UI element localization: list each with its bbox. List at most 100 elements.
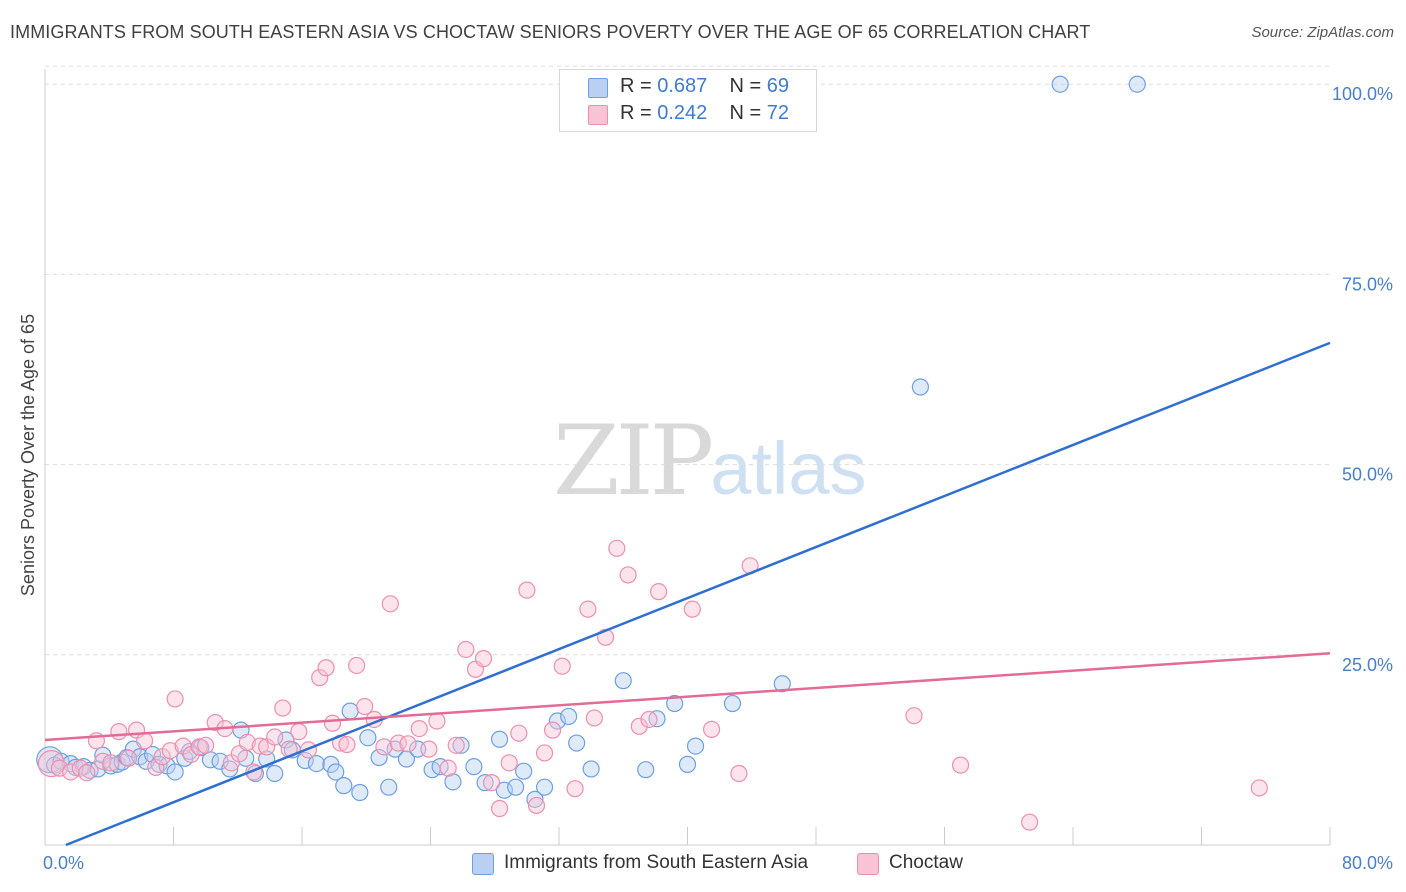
choctaw-point-9: [119, 749, 138, 767]
choctaw-point-62: [566, 780, 584, 798]
choctaw-trend-line: [44, 652, 1331, 742]
choctaw-point-55: [500, 754, 518, 772]
choctaw-point-69: [640, 710, 658, 729]
immigrants-point-58: [548, 712, 566, 730]
n-value: 72: [766, 102, 790, 124]
choctaw-point-52: [474, 650, 493, 668]
choctaw-point-33: [311, 669, 329, 687]
choctaw-point-63: [579, 600, 597, 618]
immigrants-point-30: [266, 764, 284, 783]
immigrants-point-63: [637, 761, 655, 779]
legend-swatch-pink: [588, 105, 608, 125]
immigrants-point-31: [277, 731, 295, 749]
chart-title: IMMIGRANTS FROM SOUTH EASTERN ASIA VS CH…: [10, 22, 1091, 42]
immigrants-point-59: [560, 707, 578, 726]
watermark: ZIPatlas: [553, 405, 867, 517]
choctaw-point-66: [608, 539, 626, 557]
choctaw-point-35: [323, 714, 342, 732]
immigrants-point-51: [476, 774, 494, 792]
choctaw-point-19: [197, 736, 215, 754]
immigrants-point-52: [490, 730, 509, 748]
bottom-legend-swatch-blue: [472, 853, 494, 875]
immigrants-point-44: [397, 750, 416, 768]
immigrants-point-39: [351, 783, 369, 802]
choctaw-point-15: [166, 690, 184, 708]
choctaw-point-42: [381, 595, 399, 613]
choctaw-point-59: [535, 744, 554, 762]
choctaw-point-47: [428, 712, 446, 730]
immigrants-point-55: [515, 762, 533, 780]
choctaw-point-49: [447, 736, 465, 754]
bottom-legend-label-choctaw: Choctaw: [889, 852, 963, 873]
axis-labels: 25.0% 50.0% 75.0% 100.0% 0.0% 80.0% Seniors Po…: [18, 84, 1393, 873]
immigrants-point-53: [495, 781, 513, 799]
y-tick-label-2: 75.0%: [1342, 274, 1393, 294]
choctaw-point-4: [78, 764, 96, 782]
immigrants-point-40: [359, 729, 377, 747]
legend-stats-immigrants: R = 0.687 N = 69: [620, 75, 789, 98]
choctaw-point-34: [317, 659, 335, 677]
immigrants-point-57: [535, 778, 554, 796]
choctaw-point-50: [457, 640, 475, 659]
gridlines: [45, 65, 1330, 656]
trend-lines: [44, 341, 1331, 847]
choctaw-point-38: [348, 656, 366, 675]
watermark-zip: ZIP: [553, 405, 714, 517]
choctaw-point-8: [110, 723, 128, 741]
y-tick-label-0: 25.0%: [1342, 655, 1393, 675]
choctaw-point-41: [375, 738, 393, 756]
immigrants-point-72: [1128, 75, 1146, 93]
n-label: N =: [729, 75, 767, 97]
choctaw-point-70: [649, 583, 668, 601]
immigrants-point-70: [911, 378, 930, 396]
choctaw-point-72: [702, 720, 721, 738]
legend-swatch-blue: [588, 78, 608, 98]
choctaw-point-71: [683, 600, 701, 618]
choctaw-point-37: [338, 735, 356, 754]
choctaw-point-26: [251, 737, 269, 755]
choctaw-point-54: [490, 799, 509, 818]
immigrants-point-42: [380, 778, 398, 796]
immigrants-point-66: [678, 755, 697, 773]
choctaw-point-14: [161, 742, 179, 760]
choctaw-point-68: [630, 717, 648, 735]
axes: [44, 69, 1331, 846]
x-tick-label-1: 80.0%: [1342, 853, 1393, 873]
choctaw-point-78: [1250, 779, 1268, 797]
choctaw-point-44: [399, 735, 417, 753]
choctaw-point-39: [356, 697, 374, 716]
choctaw-point-53: [482, 774, 501, 792]
immigrants-point-62: [614, 672, 632, 690]
choctaw-point-28: [266, 728, 284, 746]
choctaw-point-56: [510, 724, 528, 742]
y-tick-label-1: 50.0%: [1342, 465, 1393, 485]
immigrants-point-69: [773, 675, 791, 693]
immigrants-point-38: [341, 702, 359, 720]
immigrants-point-68: [723, 694, 742, 713]
x-tick-label-0: 0.0%: [43, 853, 84, 873]
immigrants-point-65: [666, 694, 684, 713]
choctaw-point-11: [135, 732, 154, 750]
source-credit: Source: ZipAtlas.com: [1251, 24, 1394, 41]
immigrants-point-25: [221, 760, 239, 778]
immigrants-point-50: [465, 758, 483, 776]
immigrants-point-33: [296, 751, 314, 770]
choctaw-point-61: [553, 657, 571, 675]
choctaw-point-18: [190, 738, 208, 756]
immigrants-point-36: [327, 763, 345, 781]
immigrants-point-49: [452, 736, 470, 754]
y-tick-label-3: 100.0%: [1332, 84, 1393, 104]
immigrants-trend-line: [65, 341, 1331, 847]
choctaw-point-58: [527, 796, 546, 815]
watermark-atlas: atlas: [710, 427, 867, 510]
immigrants-point-37: [335, 777, 353, 795]
data-points: [36, 75, 1268, 831]
legend-stats-choctaw: R = 0.242 N = 72: [620, 102, 789, 125]
r-label: R =: [620, 75, 658, 97]
n-label: N =: [729, 102, 767, 124]
choctaw-point-77: [1021, 813, 1039, 831]
choctaw-point-12: [147, 758, 165, 777]
immigrants-point-19: [166, 763, 184, 781]
choctaw-point-76: [951, 756, 970, 774]
